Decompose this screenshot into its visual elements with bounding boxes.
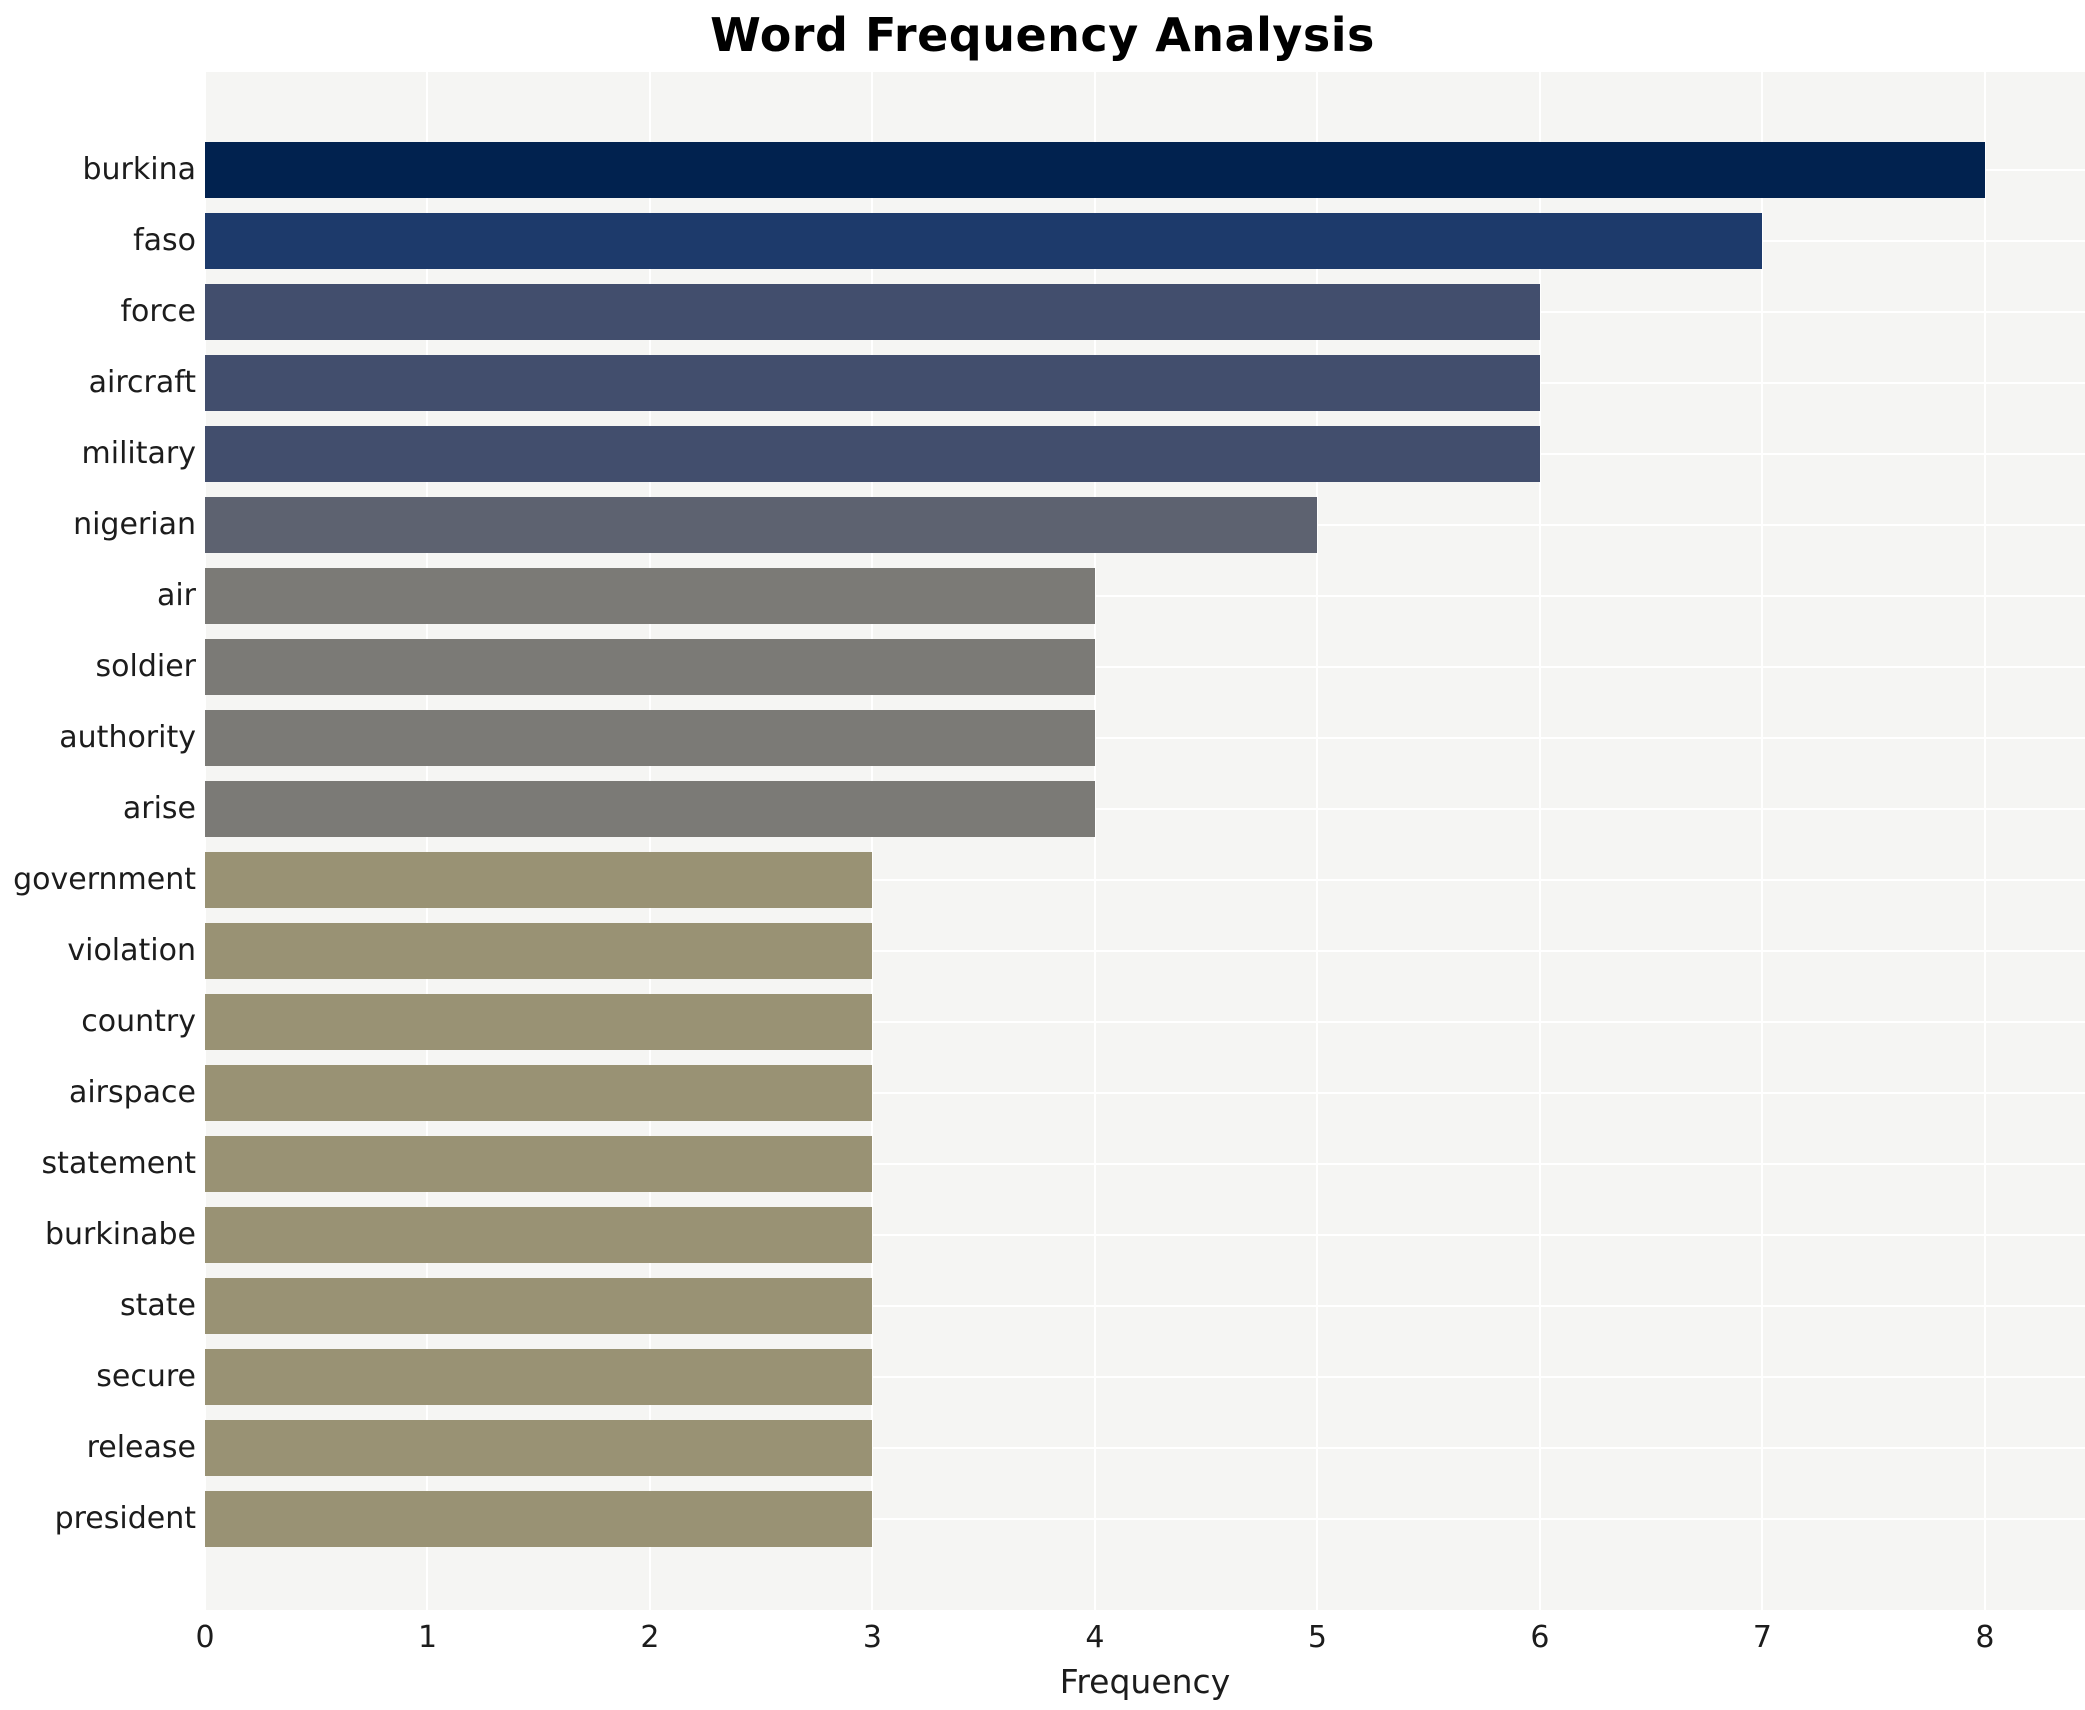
- bar-air: [205, 568, 1095, 624]
- grid-line-vertical: [1316, 72, 1319, 1610]
- bar-violation: [205, 923, 873, 979]
- y-tick-label-president: president: [54, 1501, 196, 1536]
- x-axis-title: Frequency: [1059, 1662, 1231, 1701]
- y-axis-labels: burkina faso force aircraft military nigerian…: [0, 72, 196, 1610]
- grid-line-horizontal: [205, 1234, 2085, 1236]
- y-tick-label-statement: statement: [41, 1146, 196, 1181]
- y-tick-label-government: government: [13, 862, 196, 897]
- y-tick-label-state: state: [120, 1288, 196, 1323]
- y-tick-label-violation: violation: [67, 933, 196, 968]
- y-tick-label-military: military: [81, 436, 196, 471]
- y-tick-label-nigerian: nigerian: [73, 507, 196, 542]
- x-tick-label-0: 0: [195, 1620, 215, 1655]
- grid-line-vertical: [871, 72, 874, 1610]
- bar-authority: [205, 710, 1095, 766]
- x-tick-label-5: 5: [1307, 1620, 1327, 1655]
- y-tick-label-airspace: airspace: [68, 1075, 196, 1110]
- bar-faso: [205, 213, 1763, 269]
- grid-line-vertical: [204, 72, 206, 1610]
- y-tick-label-release: release: [86, 1430, 196, 1465]
- grid-line-horizontal: [205, 1376, 2085, 1378]
- grid-line-vertical: [426, 72, 429, 1610]
- bar-soldier: [205, 639, 1095, 695]
- grid-line-horizontal: [205, 1021, 2085, 1023]
- bar-president: [205, 1491, 873, 1547]
- x-tick-label-2: 2: [640, 1620, 660, 1655]
- grid-line-horizontal: [205, 1305, 2085, 1307]
- y-tick-label-country: country: [81, 1004, 196, 1039]
- grid-line-horizontal: [205, 879, 2085, 881]
- x-tick-label-1: 1: [417, 1620, 438, 1655]
- bar-statement: [205, 1136, 873, 1192]
- bar-release: [205, 1420, 873, 1476]
- grid-line-horizontal: [205, 737, 2085, 739]
- bar-secure: [205, 1349, 873, 1405]
- grid-line-horizontal: [205, 950, 2085, 952]
- bar-burkina: [205, 142, 1985, 198]
- bar-burkinabe: [205, 1207, 873, 1263]
- y-tick-label-faso: faso: [133, 223, 196, 258]
- grid-line-horizontal: [205, 1092, 2085, 1094]
- grid-line-horizontal: [205, 808, 2085, 810]
- y-tick-label-force: force: [120, 294, 196, 329]
- y-tick-label-air: air: [156, 578, 196, 613]
- grid-line-horizontal: [205, 666, 2085, 668]
- grid-line-horizontal: [205, 1518, 2085, 1520]
- grid-line-vertical: [1983, 72, 1986, 1610]
- bar-country: [205, 994, 873, 1050]
- grid-line-horizontal: [205, 595, 2085, 597]
- grid-line-horizontal: [205, 1163, 2085, 1165]
- y-tick-label-authority: authority: [59, 720, 196, 755]
- x-tick-label-8: 8: [1975, 1620, 1995, 1655]
- bar-nigerian: [205, 497, 1318, 553]
- bar-military: [205, 426, 1540, 482]
- bar-airspace: [205, 1065, 873, 1121]
- y-tick-label-secure: secure: [96, 1359, 196, 1394]
- y-tick-label-arise: arise: [122, 791, 196, 826]
- grid-line-vertical: [1538, 72, 1541, 1610]
- y-tick-label-soldier: soldier: [95, 649, 197, 684]
- plot-area: [204, 72, 2085, 1610]
- bar-state: [205, 1278, 873, 1334]
- grid-line-horizontal: [205, 1447, 2085, 1449]
- y-tick-label-aircraft: aircraft: [88, 365, 196, 400]
- grid-line-vertical: [1093, 72, 1096, 1610]
- bar-force: [205, 284, 1540, 340]
- grid-line-vertical: [1761, 72, 1764, 1610]
- bar-government: [205, 852, 873, 908]
- bar-aircraft: [205, 355, 1540, 411]
- bar-arise: [205, 781, 1095, 837]
- chart-title: Word Frequency Analysis: [710, 8, 1375, 62]
- y-tick-label-burkina: burkina: [82, 152, 197, 187]
- x-tick-label-7: 7: [1752, 1620, 1772, 1655]
- grid-line-vertical: [648, 72, 651, 1610]
- x-tick-label-4: 4: [1085, 1620, 1105, 1655]
- x-tick-label-6: 6: [1530, 1620, 1550, 1655]
- x-tick-label-3: 3: [862, 1620, 882, 1655]
- y-tick-label-burkinabe: burkinabe: [45, 1217, 196, 1252]
